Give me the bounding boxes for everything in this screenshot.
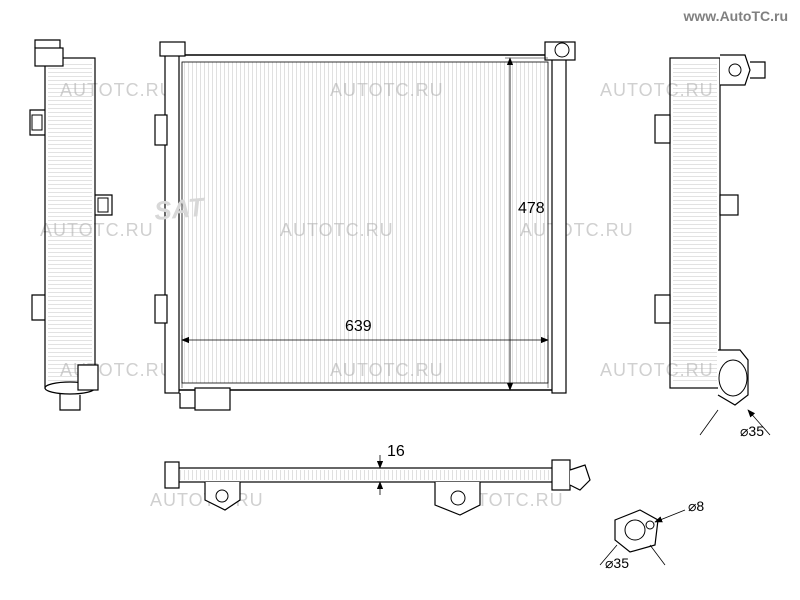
diagram-container: SAT 478 639 16 ⌀35 ⌀35 ⌀8 xyxy=(0,0,800,600)
right-side-view xyxy=(655,55,770,435)
bottom-view xyxy=(165,455,590,515)
main-radiator-view xyxy=(155,42,575,410)
height-dimension: 478 xyxy=(518,200,545,218)
site-url: www.AutoTC.ru xyxy=(684,8,788,24)
port-diameter-1: ⌀35 xyxy=(740,423,764,440)
thickness-dimension: 16 xyxy=(387,443,405,461)
technical-drawing: SAT xyxy=(0,0,800,600)
port-diameter-2: ⌀35 xyxy=(605,555,629,572)
small-port-diameter: ⌀8 xyxy=(688,498,704,515)
width-dimension: 639 xyxy=(345,318,372,336)
left-side-view xyxy=(30,40,112,410)
svg-text:SAT: SAT xyxy=(153,192,208,226)
